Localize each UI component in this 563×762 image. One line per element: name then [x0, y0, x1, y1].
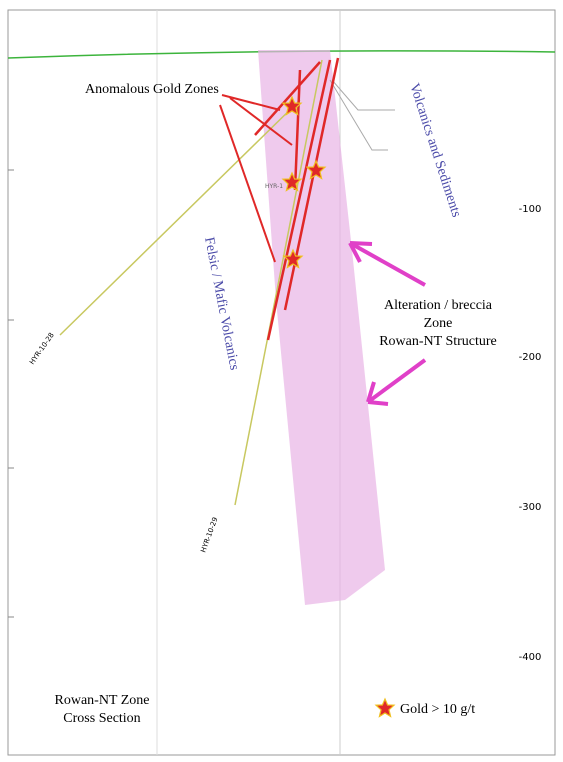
legend-star [375, 698, 395, 718]
depth-label: -300 [519, 502, 542, 513]
depth-label: -200 [519, 352, 542, 363]
drill-label: HYR-1 [265, 183, 283, 190]
drill-hole [329, 79, 388, 151]
pointer-arrows [219, 94, 293, 263]
depth-label: -100 [519, 204, 542, 215]
drill-hole [331, 79, 395, 111]
annotation: Alteration / breccia [384, 298, 493, 313]
magenta-arrows [348, 241, 427, 406]
drill-label: HYR-10-29 [199, 516, 219, 554]
depth-label: -400 [519, 652, 542, 663]
ticks [8, 169, 14, 618]
annotation: Volcanics and Sediments [406, 82, 463, 220]
title: Rowan-NT Zone [55, 693, 150, 708]
annotation: Zone [424, 316, 453, 331]
drill-hole [234, 59, 323, 506]
annotation: Rowan-NT Structure [379, 334, 497, 349]
annotation: Anomalous Gold Zones [85, 82, 219, 97]
drill-label: HYR-10-28 [28, 331, 56, 366]
drill-hole [59, 99, 301, 336]
frame [7, 9, 556, 756]
legend-label: Gold > 10 g/t [400, 702, 475, 717]
annotation: Felsic / Mafic Volcanics [201, 236, 242, 372]
title: Cross Section [63, 711, 140, 726]
gold-zones [254, 57, 340, 341]
